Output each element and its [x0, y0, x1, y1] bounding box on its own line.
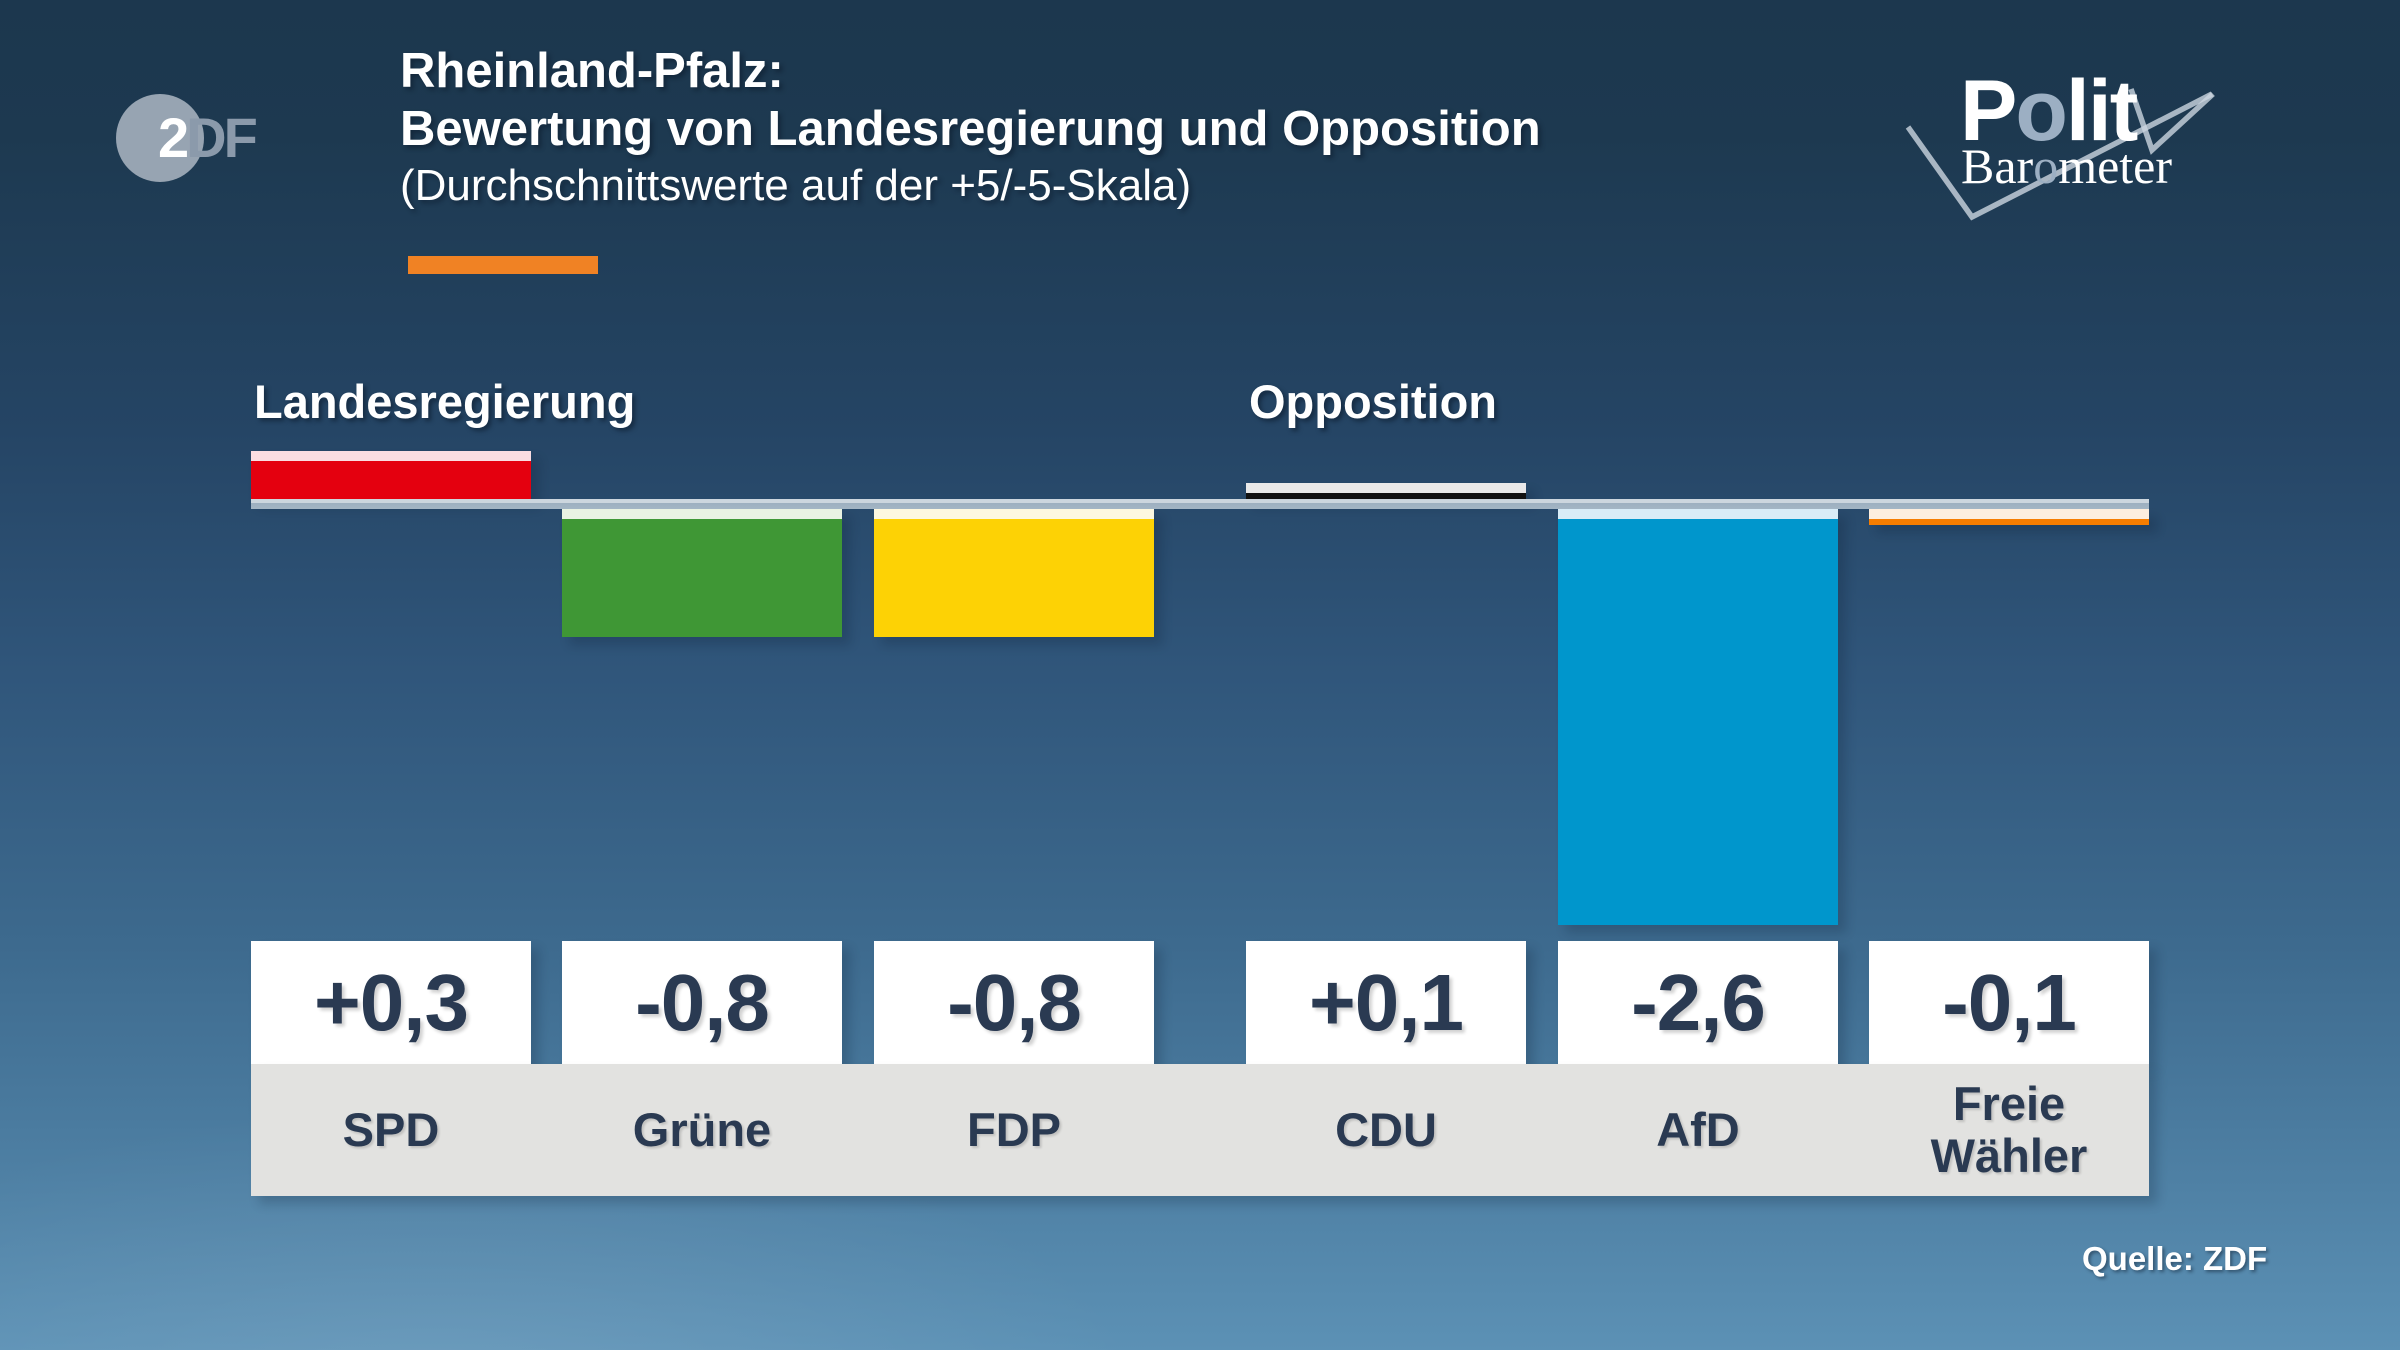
bar-spd — [251, 451, 531, 499]
bar-cap — [251, 451, 531, 461]
bar-cap — [874, 509, 1154, 519]
bar-cap — [1246, 483, 1526, 493]
zero-baseline — [251, 499, 2149, 509]
value-label: -2,6 — [1631, 957, 1766, 1047]
value-label: -0,1 — [1942, 957, 2077, 1047]
bar-cdu — [1246, 483, 1526, 499]
party-name: CDU — [1335, 1103, 1437, 1156]
bar-body — [1558, 519, 1838, 925]
zdf-logo-wordmark: 2DF — [158, 106, 258, 169]
zdf-logo-circle — [116, 94, 204, 182]
bar-body — [251, 461, 531, 499]
logo-text: lit — [2065, 63, 2138, 159]
zdf-logo-letters: DF — [186, 106, 258, 169]
bar-cap — [1558, 509, 1838, 519]
party-name: Grüne — [632, 1103, 772, 1156]
bar-afd — [1558, 509, 1838, 925]
party-name: Freie Wähler — [1930, 1077, 2088, 1182]
politbarometer-logo-line2: Barometer — [1961, 138, 2172, 194]
party-label-cdu: CDU — [1246, 1064, 1526, 1196]
value-label: -0,8 — [947, 957, 1082, 1047]
party-label-spd: SPD — [251, 1064, 531, 1196]
party-label-freie-w-hler: Freie Wähler — [1869, 1064, 2149, 1196]
value-box-gr-ne: -0,8 — [562, 941, 842, 1064]
party-name: AfD — [1656, 1103, 1740, 1156]
title-block: Rheinland-Pfalz: Bewertung von Landesreg… — [400, 42, 1541, 214]
page-title-line1: Rheinland-Pfalz: — [400, 44, 784, 98]
bar-body — [1246, 493, 1526, 499]
logo-text: Bar — [1961, 138, 2034, 194]
party-label-gr-ne: Grüne — [562, 1064, 842, 1196]
source-note: Quelle: ZDF — [2082, 1240, 2268, 1277]
zdf-logo: 2DF — [112, 90, 312, 190]
value-box-spd: +0,3 — [251, 941, 531, 1064]
zdf-logo-digit: 2 — [158, 106, 189, 169]
checkmark-zigzag-icon — [1905, 88, 2215, 221]
bar-gr-ne — [562, 509, 842, 637]
logo-text-o: o — [2033, 138, 2059, 194]
value-box-cdu: +0,1 — [1246, 941, 1526, 1064]
page-subtitle: (Durchschnittswerte auf der +5/-5-Skala) — [400, 161, 1192, 210]
bar-body — [562, 519, 842, 637]
value-box-freie-w-hler: -0,1 — [1869, 941, 2149, 1064]
page-title-line2: Bewertung von Landesregierung und Opposi… — [400, 102, 1541, 156]
bar-fdp — [874, 509, 1154, 637]
party-name: FDP — [967, 1103, 1061, 1156]
party-label-band — [251, 1064, 2149, 1196]
logo-text: meter — [2058, 138, 2173, 194]
value-label: -0,8 — [635, 957, 770, 1047]
bar-freie-w-hler — [1869, 509, 2149, 525]
party-label-fdp: FDP — [874, 1064, 1154, 1196]
bar-cap — [1869, 509, 2149, 519]
party-label-afd: AfD — [1558, 1064, 1838, 1196]
value-label: +0,1 — [1309, 957, 1464, 1047]
politbarometer-logo-line1: Polit — [1960, 63, 2138, 159]
logo-text-o: o — [2015, 63, 2068, 159]
party-name: SPD — [342, 1103, 440, 1156]
bar-body — [1869, 519, 2149, 525]
group-label-landesregierung: Landesregierung — [254, 375, 636, 428]
title-accent-bar — [408, 256, 598, 274]
group-label-opposition: Opposition — [1249, 375, 1498, 428]
value-box-fdp: -0,8 — [874, 941, 1154, 1064]
value-box-afd: -2,6 — [1558, 941, 1838, 1064]
bar-body — [874, 519, 1154, 637]
value-label: +0,3 — [314, 957, 469, 1047]
politbarometer-logo: Polit Barometer — [1890, 66, 2240, 240]
bar-cap — [562, 509, 842, 519]
logo-text: P — [1960, 63, 2017, 159]
